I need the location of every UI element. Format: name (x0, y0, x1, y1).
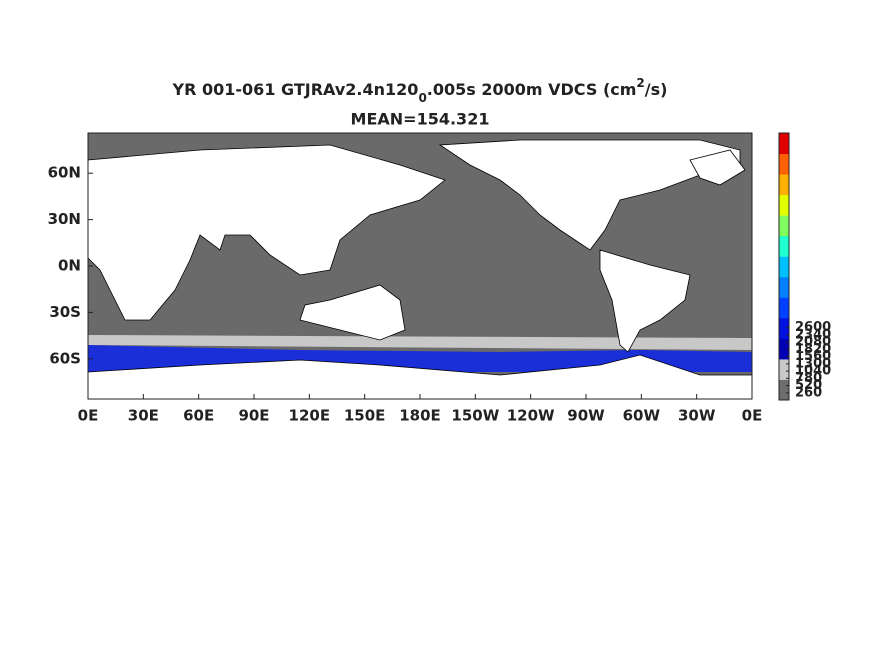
southern-band (88, 335, 752, 350)
land (689, 149, 746, 186)
colorbar-segment (779, 317, 789, 339)
colorbar-segment (779, 153, 789, 175)
colorbar-tick-label: 260 (795, 385, 822, 400)
title-superscript: 2 (636, 76, 644, 90)
colorbar-segment (779, 133, 789, 155)
y-tick-label: 60N (48, 164, 81, 182)
colorbar-tick-label: 520 (795, 378, 822, 393)
x-tick-label: 60W (623, 407, 661, 425)
x-tick-label: 180E (399, 407, 441, 425)
colorbar-tick-label: 1820 (795, 342, 831, 357)
x-tick-label: 90W (567, 407, 605, 425)
y-tick-label: 30S (49, 303, 81, 321)
y-tick-label: 60S (49, 349, 81, 367)
chart-title: YR 001-061 GTJRAv2.4n1200.005s 2000m VDC… (172, 76, 668, 105)
colorbar-tick-label: 2340 (795, 327, 831, 342)
x-tick-label: 30W (678, 407, 716, 425)
colorbar-segment (779, 358, 789, 380)
x-tick-label: 120E (289, 407, 331, 425)
chart-subtitle: MEAN=154.321 (351, 110, 490, 129)
x-tick-label: 60E (183, 407, 214, 425)
colorbar-tick-label: 2080 (795, 335, 831, 350)
land (299, 284, 406, 341)
colorbar-segment (779, 297, 789, 319)
colorbar-segment (779, 235, 789, 257)
colorbar-segment (779, 194, 789, 216)
colorbar-segment (779, 174, 789, 196)
title-part: YR 001-061 GTJRAv2.4n120 (172, 80, 419, 99)
colorbar-tick-label: 1040 (795, 364, 831, 379)
x-tick-label: 0E (742, 407, 763, 425)
colorbar-segment (779, 215, 789, 237)
land (438, 139, 741, 251)
title-part: /s) (645, 80, 668, 99)
colorbar-tick-label: 2600 (795, 320, 831, 335)
colorbar-tick-label: 780 (795, 371, 822, 386)
colorbar-tick-label: 1560 (795, 349, 831, 364)
x-tick-label: 120W (507, 407, 555, 425)
land (87, 144, 446, 321)
y-tick-label: 30N (48, 210, 81, 228)
colorbar-segment (779, 379, 789, 401)
y-tick-label: 0N (58, 257, 81, 275)
land (599, 249, 691, 353)
map (87, 132, 753, 400)
colorbar-frame (778, 132, 790, 401)
x-tick-label: 150E (344, 407, 386, 425)
colorbar-segment (779, 276, 789, 298)
x-tick-label: 150W (451, 407, 499, 425)
title-subscript: 0 (418, 91, 426, 105)
colorbar-tick-label: 1300 (795, 356, 831, 371)
x-tick-label: 0E (78, 407, 99, 425)
colorbar-segment (779, 256, 789, 278)
x-tick-label: 90E (238, 407, 269, 425)
colorbar-segment (779, 338, 789, 360)
title-part: .005s 2000m VDCS (cm (427, 80, 637, 99)
x-tick-label: 30E (128, 407, 159, 425)
